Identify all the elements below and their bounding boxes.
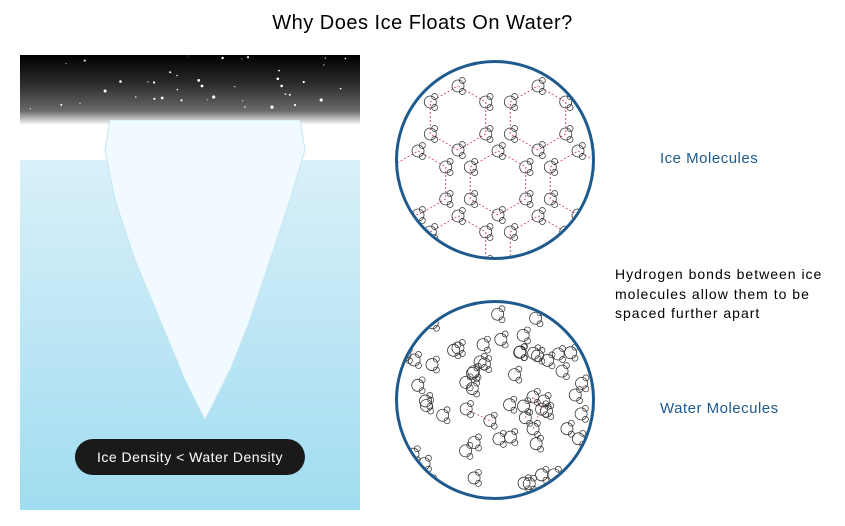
- density-badge: Ice Density < Water Density: [75, 439, 305, 475]
- water-molecules-svg: [398, 303, 595, 500]
- ice-molecules-circle: [395, 60, 595, 260]
- iceberg-panel: Ice Density < Water Density: [20, 55, 360, 510]
- water-molecules-circle: [395, 300, 595, 500]
- stars-svg: [20, 55, 360, 125]
- iceberg-shape: [90, 120, 320, 440]
- night-sky: [20, 55, 360, 125]
- water-label: Water Molecules: [660, 400, 779, 417]
- ice-label: Ice Molecules: [660, 150, 758, 167]
- ice-lattice-svg: [398, 63, 595, 260]
- page-title: Why Does Ice Floats On Water?: [0, 0, 845, 35]
- explanation-text: Hydrogen bonds between ice molecules all…: [615, 265, 835, 324]
